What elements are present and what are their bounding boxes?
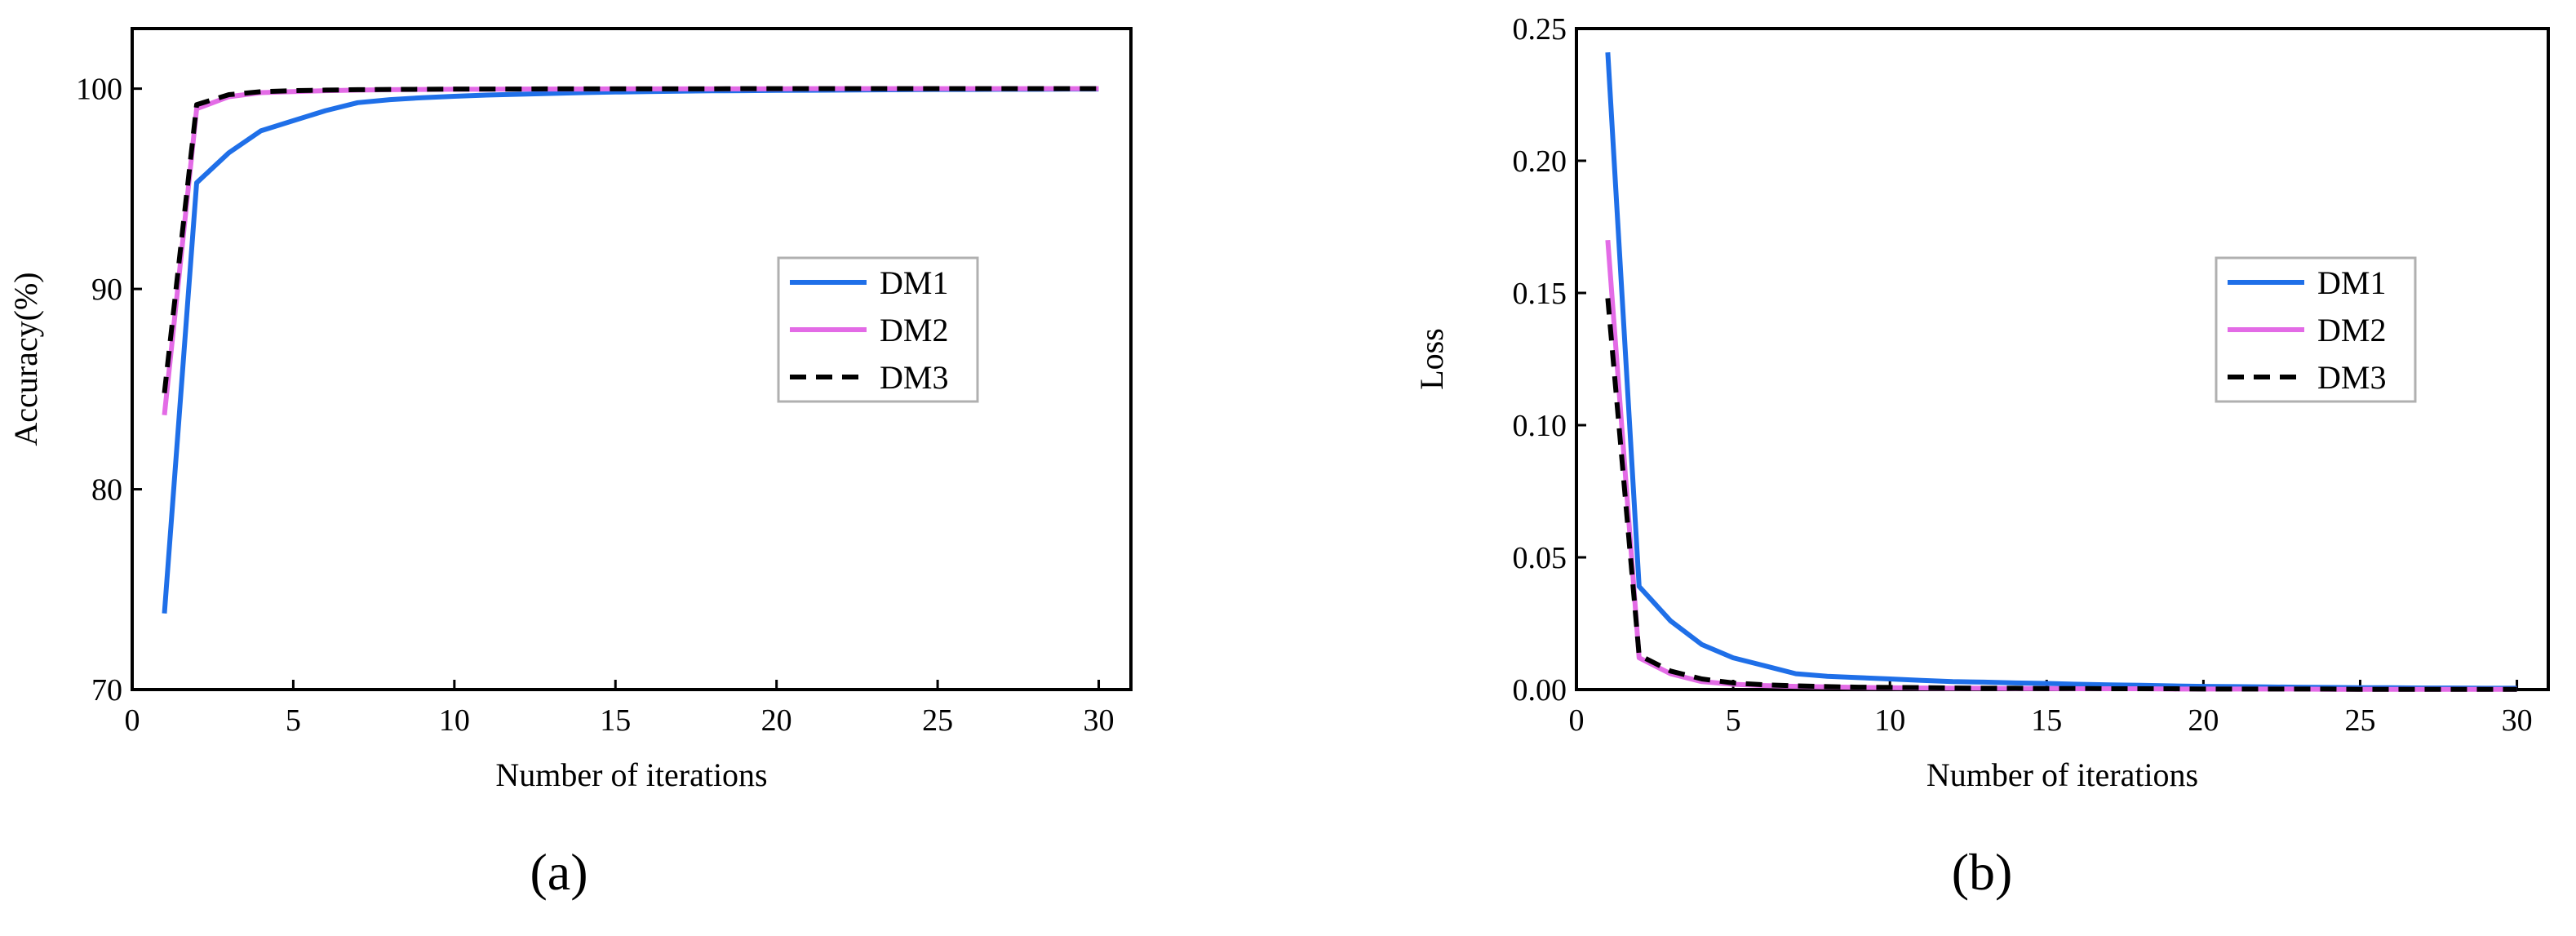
series-line-dm2: [162, 86, 1099, 416]
y-tick-label: 0.25: [1513, 12, 1567, 47]
x-tick-label: 0: [1569, 703, 1585, 738]
panel-label: (b): [1952, 843, 2013, 901]
y-tick-label: 0.20: [1513, 144, 1567, 179]
y-tick-label: 80: [91, 473, 122, 508]
legend-label-dm2: DM2: [880, 312, 948, 348]
panel-b-loss-chart: 0 5 10 15 20 25 30 0.00 0.05 0.10 0.15 0.20 0.25 Numb…: [1413, 12, 2550, 901]
x-tick-label: 15: [600, 703, 631, 738]
x-tick-label: 30: [1084, 703, 1115, 738]
x-tick-label: 0: [125, 703, 140, 738]
x-tick-label: 10: [439, 703, 470, 738]
panel-label: (a): [530, 843, 587, 901]
panel-a-accuracy-chart: 0 5 10 15 20 25 30 70 80 90 100 Number of iteration…: [7, 27, 1133, 901]
y-axis-title: Accuracy(%): [7, 272, 44, 446]
legend-label-dm3: DM3: [2317, 359, 2386, 396]
x-axis-title: Number of iterations: [495, 756, 767, 793]
x-tick-label: 25: [2344, 703, 2375, 738]
x-tick-label: 20: [2188, 703, 2219, 738]
y-tick-label: 100: [76, 73, 122, 107]
legend-label-dm1: DM1: [880, 264, 948, 301]
x-tick-label: 10: [1874, 703, 1905, 738]
legend-label-dm3: DM3: [880, 359, 948, 396]
legend-label-dm2: DM2: [2317, 312, 2386, 348]
legend-label-dm1: DM1: [2317, 264, 2386, 301]
x-tick-label: 5: [286, 703, 301, 738]
y-tick-label: 0.00: [1513, 673, 1567, 708]
y-tick-label: 0.10: [1513, 409, 1567, 443]
x-tick-label: 20: [761, 703, 792, 738]
y-tick-label: 90: [91, 273, 122, 307]
x-tick-label: 15: [2031, 703, 2062, 738]
plot-frame: [131, 27, 1133, 691]
series-line-dm3: [1605, 298, 2517, 692]
x-tick-label: 30: [2502, 703, 2533, 738]
x-tick-label: 5: [1726, 703, 1741, 738]
x-axis-title: Number of iterations: [1926, 756, 2198, 793]
x-tick-label: 25: [922, 703, 953, 738]
y-axis-title: Loss: [1413, 328, 1450, 390]
y-tick-label: 0.05: [1513, 541, 1567, 575]
y-tick-label: 0.15: [1513, 277, 1567, 311]
y-tick-label: 70: [91, 673, 122, 708]
